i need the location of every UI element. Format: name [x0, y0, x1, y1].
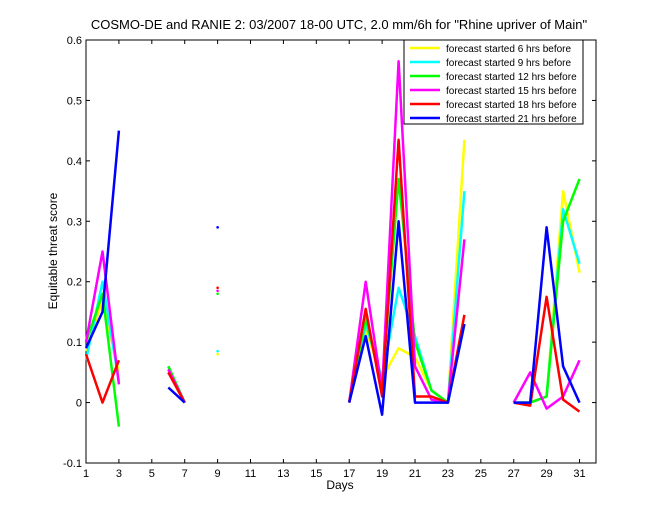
legend-label: forecast started 9 hrs before — [446, 58, 572, 69]
series-point — [216, 292, 219, 296]
legend-item: forecast started 18 hrs before — [410, 100, 577, 111]
x-tick-label: 23 — [442, 468, 454, 480]
series-line — [513, 226, 581, 404]
x-tick-label: 25 — [475, 468, 487, 480]
series-line — [512, 359, 581, 410]
y-tick-label: 0.2 — [67, 277, 82, 289]
legend-label: forecast started 6 hrs before — [446, 44, 572, 55]
legend-label: forecast started 21 hrs before — [446, 114, 577, 125]
series-line — [513, 295, 581, 413]
legend-item: forecast started 12 hrs before — [410, 72, 577, 83]
x-tick-label: 13 — [277, 468, 289, 480]
series-line — [84, 130, 121, 349]
series-6 — [84, 130, 581, 416]
y-tick-label: 0.4 — [67, 156, 82, 168]
series-line — [84, 292, 121, 427]
y-tick-label: 0.6 — [67, 35, 82, 47]
legend-item: forecast started 9 hrs before — [410, 58, 572, 69]
x-axis-label: Days — [326, 478, 353, 492]
legend-item: forecast started 21 hrs before — [410, 114, 577, 125]
x-tick-label: 5 — [149, 468, 155, 480]
x-tick-label: 15 — [310, 468, 322, 480]
legend-label: forecast started 15 hrs before — [446, 86, 577, 97]
series-point — [216, 289, 219, 293]
series-line — [84, 353, 121, 404]
y-tick-label: 0.1 — [67, 337, 82, 349]
series-point — [216, 226, 219, 229]
legend-item: forecast started 6 hrs before — [410, 44, 572, 55]
legend-item: forecast started 15 hrs before — [410, 86, 577, 97]
legend-label: forecast started 12 hrs before — [446, 72, 577, 83]
chart-title: COSMO-DE and RANIE 2: 03/2007 18-00 UTC,… — [91, 17, 588, 32]
y-axis-label: Equitable threat score — [46, 192, 60, 309]
y-tick-label: 0.3 — [67, 216, 82, 228]
y-tick-label: -0.1 — [63, 458, 82, 470]
x-tick-label: 29 — [541, 468, 553, 480]
series-point — [216, 349, 219, 353]
y-tick-label: 0 — [76, 398, 82, 410]
y-axis-ticks: -0.1 0 0.1 0.2 0.3 0.4 0.5 0.6 — [63, 35, 596, 470]
x-tick-label: 9 — [215, 468, 221, 480]
x-tick-label: 7 — [182, 468, 188, 480]
x-tick-label: 17 — [343, 468, 355, 480]
x-tick-label: 3 — [116, 468, 122, 480]
x-tick-label: 21 — [409, 468, 421, 480]
series-point — [216, 352, 219, 356]
series-layer — [84, 59, 581, 427]
series-point — [216, 286, 219, 290]
x-tick-label: 31 — [573, 468, 585, 480]
y-tick-label: 0.5 — [67, 95, 82, 107]
series-line — [167, 371, 186, 404]
x-axis-ticks: 1 3 5 7 9 11 13 15 17 19 21 23 25 27 29 31 — [83, 40, 586, 480]
legend-label: forecast started 18 hrs before — [446, 100, 577, 111]
series-line — [347, 220, 466, 416]
x-tick-label: 19 — [376, 468, 388, 480]
x-tick-label: 1 — [83, 468, 89, 480]
series-line — [84, 250, 121, 385]
legend: forecast started 6 hrs before forecast st… — [403, 39, 584, 125]
legend-box — [403, 39, 584, 125]
legend-items: forecast started 6 hrs before forecast st… — [410, 44, 577, 125]
x-tick-label: 11 — [245, 468, 256, 480]
x-tick-label: 27 — [508, 468, 520, 480]
series-line — [167, 386, 186, 404]
